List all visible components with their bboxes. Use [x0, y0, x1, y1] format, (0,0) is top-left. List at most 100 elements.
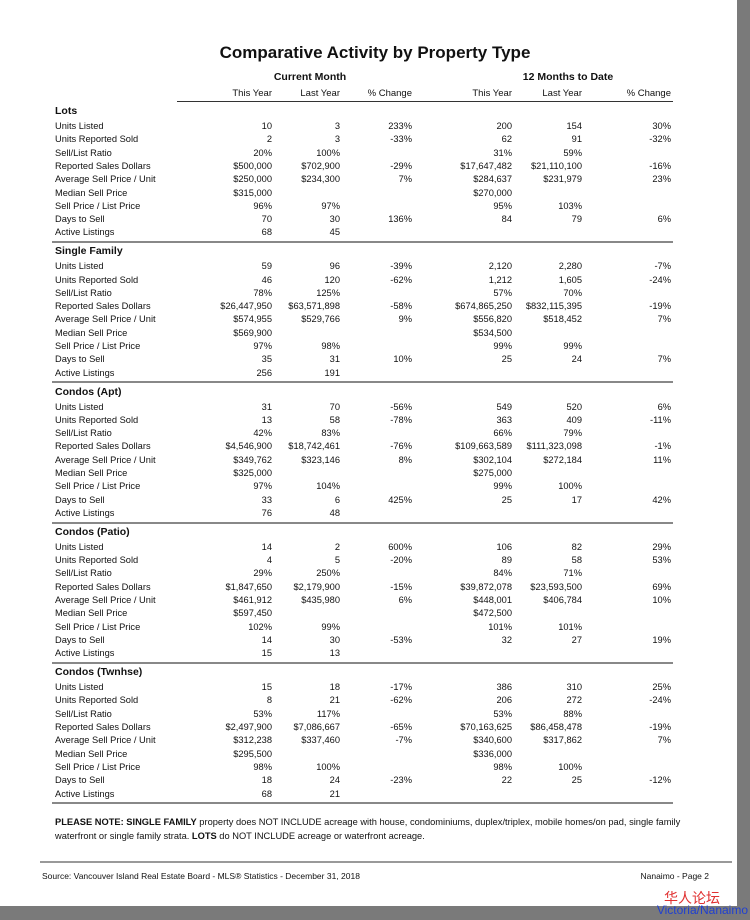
footer-source: Source: Vancouver Island Real Estate Boa… [42, 871, 360, 881]
cell-value: $518,452 [543, 314, 582, 325]
cell-value: $275,000 [473, 468, 512, 479]
cell-value: -53% [390, 634, 412, 645]
cell-value: 66% [493, 428, 512, 439]
cell-value: 48 [329, 507, 340, 518]
row-label: Units Listed [55, 401, 104, 412]
section-divider [52, 521, 673, 524]
row-label: Average Sell Price / Unit [55, 595, 156, 606]
row-label: Median Sell Price [55, 608, 128, 619]
cell-value: 14 [261, 634, 272, 645]
cell-value: 32 [501, 634, 512, 645]
cell-value: $86,458,478 [530, 722, 582, 733]
table-row: Sell/List Ratio 42% 83% 66% 79% [52, 428, 673, 441]
cell-value: $500,000 [233, 160, 272, 171]
cell-value: 79% [563, 428, 582, 439]
watermark-logo: 华人论坛 [664, 891, 720, 907]
cell-value: 310 [566, 682, 582, 693]
cell-value: 7% [657, 735, 671, 746]
cell-value: 99% [563, 341, 582, 352]
cell-value: 10 [261, 121, 272, 131]
cell-value: 71% [563, 568, 582, 579]
cell-value: 2,280 [558, 261, 582, 272]
table-row: Units Listed 59 96 -39% 2,120 2,280 -7% [52, 261, 673, 274]
cell-value: -62% [390, 695, 412, 706]
table-row: Sell/List Ratio 20% 100% 31% 59% [52, 148, 673, 161]
cell-value: 53% [652, 555, 671, 566]
table-row: Median Sell Price $325,000 $275,000 [52, 468, 673, 481]
cell-value: 18 [329, 682, 340, 693]
cell-value: -19% [649, 722, 671, 733]
section-condos-patio: Condos (Patio) Units Listed 14 2 600% 106 82 29… [52, 526, 673, 666]
cell-value: 96% [253, 200, 272, 211]
cell-value: $234,300 [301, 174, 340, 185]
cell-value: 18 [261, 775, 272, 786]
row-label: Units Listed [55, 541, 104, 552]
row-label: Units Reported Sold [55, 414, 139, 425]
row-label: Reported Sales Dollars [55, 722, 151, 733]
row-label: Reported Sales Dollars [55, 581, 151, 592]
cell-value: 8 [266, 695, 272, 706]
header-divider [177, 101, 673, 102]
cell-value: $295,500 [233, 748, 272, 759]
cell-value: $340,600 [473, 735, 512, 746]
row-label: Average Sell Price / Unit [55, 314, 156, 325]
cell-value: 97% [253, 341, 272, 352]
table-row: Active Listings 76 48 [52, 508, 673, 521]
table-row: Units Listed 31 70 -56% 549 520 6% [52, 402, 673, 415]
cell-value: 96 [329, 261, 340, 272]
row-label: Average Sell Price / Unit [55, 174, 156, 185]
section-divider [52, 381, 673, 384]
cell-value: 17 [571, 494, 582, 505]
section-title: Condos (Twnhse) [55, 666, 143, 679]
cell-value: 7% [657, 354, 671, 365]
row-label: Active Listings [55, 507, 115, 518]
cell-value: 57% [493, 287, 512, 298]
cell-value: $250,000 [233, 174, 272, 185]
table-row: Units Listed 10 3 233% 200 154 30% [52, 121, 673, 134]
row-label: Reported Sales Dollars [55, 160, 151, 171]
column-header: % Change [367, 88, 412, 99]
watermark-text: Victoria/Nanaimo [656, 903, 748, 917]
cell-value: 84 [501, 214, 512, 225]
cell-value: 13 [261, 414, 272, 425]
cell-value: 9% [398, 314, 412, 325]
cell-value: 7% [657, 314, 671, 325]
cell-value: 106 [496, 541, 512, 552]
row-label: Sell/List Ratio [55, 147, 112, 158]
cell-value: 15 [261, 682, 272, 693]
cell-value: -33% [390, 134, 412, 145]
cell-value: 46 [261, 274, 272, 285]
row-label: Median Sell Price [55, 187, 128, 198]
row-label: Units Reported Sold [55, 555, 139, 566]
cell-value: 103% [558, 200, 582, 211]
cell-value: $461,912 [233, 595, 272, 606]
table-row: Reported Sales Dollars $500,000 $702,900 -2… [52, 161, 673, 174]
cell-value: 25 [501, 354, 512, 365]
row-label: Units Listed [55, 261, 104, 272]
cell-value: 35 [261, 354, 272, 365]
cell-value: $529,766 [301, 314, 340, 325]
cell-value: 10% [652, 595, 671, 606]
cell-value: 29% [652, 541, 671, 552]
cell-value: 76 [261, 507, 272, 518]
cell-value: -17% [390, 682, 412, 693]
cell-value: 19% [652, 634, 671, 645]
cell-value: 42% [253, 428, 272, 439]
cell-value: 98% [253, 761, 272, 772]
cell-value: 102% [248, 621, 272, 632]
note-lots: LOTS [191, 831, 217, 841]
cell-value: $109,663,589 [455, 441, 512, 452]
cell-value: $349,762 [233, 454, 272, 465]
cell-value: 88% [563, 708, 582, 719]
row-label: Sell Price / List Price [55, 621, 141, 632]
cell-value: -32% [649, 134, 671, 145]
cell-value: 68 [261, 227, 272, 238]
cell-value: 13 [329, 648, 340, 659]
cell-value: 206 [496, 695, 512, 706]
table-row: Average Sell Price / Unit $574,955 $529,76… [52, 314, 673, 327]
cell-value: $231,979 [543, 174, 582, 185]
cell-value: 99% [321, 621, 340, 632]
cell-value: 6% [657, 214, 671, 225]
table-row: Median Sell Price $597,450 $472,500 [52, 608, 673, 621]
cell-value: 2 [266, 134, 272, 145]
